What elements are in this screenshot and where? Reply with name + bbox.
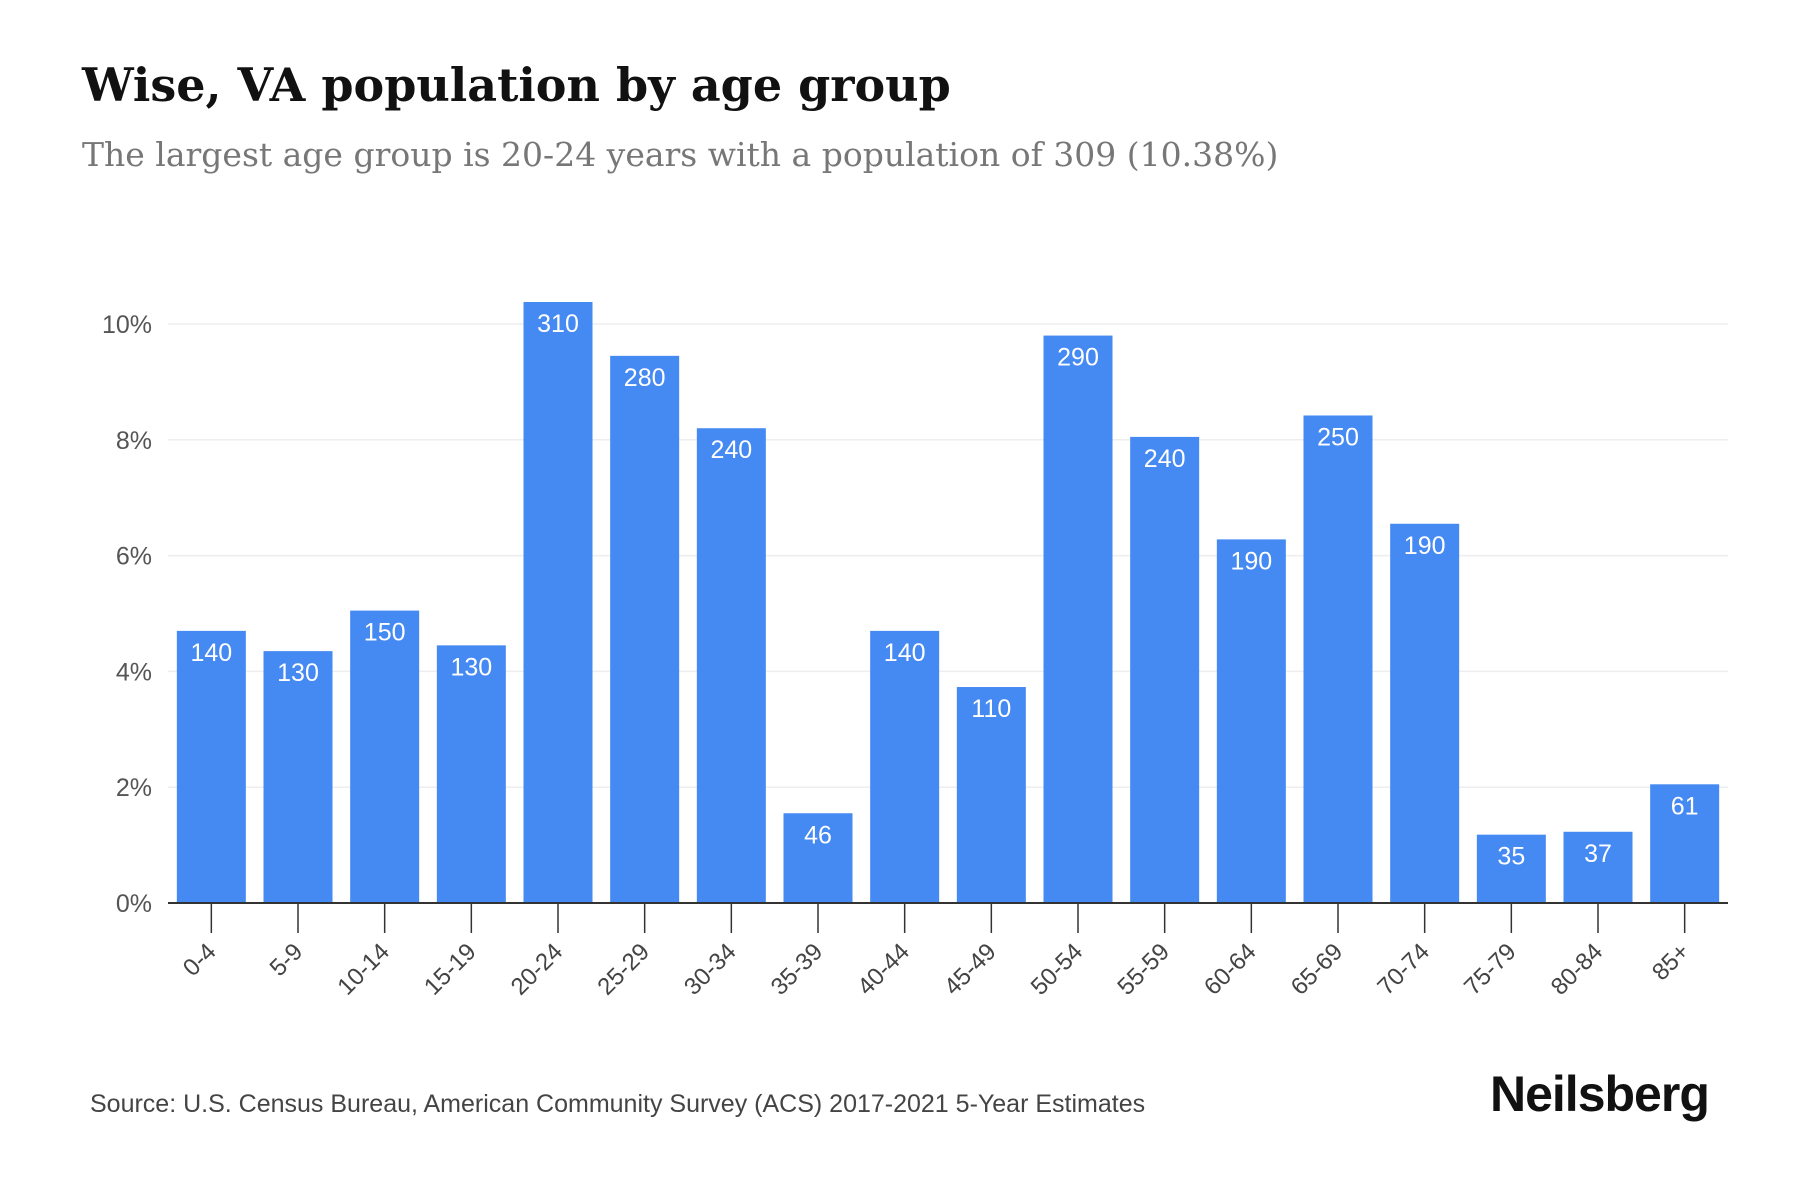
bar-data-label: 140	[884, 639, 926, 667]
x-tick-label: 30-34	[679, 938, 742, 1001]
x-tick-label: 50-54	[1026, 938, 1089, 1001]
x-tick-label: 25-29	[592, 938, 655, 1001]
bar	[696, 428, 766, 903]
bar	[956, 687, 1026, 903]
bar	[176, 630, 246, 903]
bar	[1130, 436, 1200, 903]
bar-data-label: 280	[624, 364, 666, 392]
bar-data-label: 290	[1057, 344, 1099, 372]
bar	[263, 651, 333, 903]
y-tick-label: 0%	[116, 890, 152, 918]
brand-logo: Neilsberg	[1490, 1066, 1710, 1122]
bar	[1390, 523, 1460, 903]
chart-subtitle: The largest age group is 20-24 years wit…	[82, 135, 1279, 174]
bar	[436, 645, 506, 903]
bar-data-label: 250	[1317, 423, 1359, 451]
bar	[783, 813, 853, 903]
x-tick-label: 70-74	[1372, 938, 1435, 1001]
bar	[1303, 415, 1373, 903]
y-tick-label: 6%	[116, 543, 152, 571]
bar	[350, 610, 420, 903]
bar-data-label: 310	[537, 310, 579, 338]
source-note: Source: U.S. Census Bureau, American Com…	[90, 1090, 1146, 1118]
bar	[870, 630, 940, 903]
bar-data-label: 150	[364, 619, 406, 647]
x-tick-label: 85+	[1647, 938, 1695, 986]
bar-data-label: 37	[1584, 840, 1612, 868]
x-tick-label: 10-14	[332, 938, 395, 1001]
x-tick-label: 40-44	[852, 938, 915, 1001]
y-tick-label: 10%	[102, 311, 152, 339]
bar-data-label: 240	[1144, 445, 1186, 473]
bar-data-label: 190	[1404, 532, 1446, 560]
x-tick-label: 45-49	[939, 938, 1002, 1001]
bar-data-label: 140	[190, 639, 232, 667]
x-tick-label: 5-9	[265, 938, 309, 982]
y-tick-label: 2%	[116, 774, 152, 802]
y-tick-label: 4%	[116, 658, 152, 686]
x-tick-label: 65-69	[1286, 938, 1349, 1001]
bar-data-label: 190	[1230, 547, 1272, 575]
x-tick-label: 80-84	[1546, 938, 1609, 1001]
bar-data-label: 46	[804, 821, 832, 849]
bar-data-label: 240	[710, 436, 752, 464]
bar-data-label: 130	[277, 659, 319, 687]
x-tick-label: 35-39	[766, 938, 829, 1001]
bar	[523, 301, 593, 903]
bar	[1476, 834, 1546, 903]
bar	[610, 355, 680, 904]
x-tick-label: 0-4	[178, 938, 222, 982]
bar	[1563, 831, 1633, 903]
chart-title: Wise, VA population by age group	[82, 58, 951, 112]
bar	[1043, 335, 1113, 904]
bar	[1650, 784, 1720, 903]
x-tick-label: 55-59	[1112, 938, 1175, 1001]
x-tick-label: 15-19	[419, 938, 482, 1001]
x-tick-label: 60-64	[1199, 938, 1262, 1001]
x-tick-label: 75-79	[1459, 938, 1522, 1001]
bar-chart: 0% 2% 4% 6% 8% 10% 140 0-4 130 5-9 150 10-14 130 15-1…	[102, 301, 1728, 1001]
bar-data-label: 130	[450, 653, 492, 681]
bar-data-label: 110	[971, 695, 1011, 723]
x-tick-label: 20-24	[506, 938, 569, 1001]
y-tick-label: 8%	[116, 427, 152, 455]
bar-data-label: 61	[1671, 792, 1699, 820]
bar	[1216, 539, 1286, 903]
bar-data-label: 35	[1497, 843, 1525, 871]
